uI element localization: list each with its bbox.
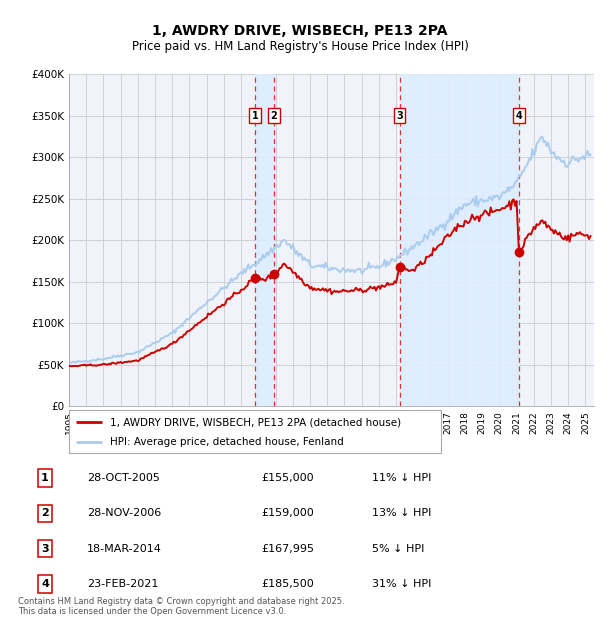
Bar (255, 74, 274, 406)
Text: 31% ↓ HPI: 31% ↓ HPI (372, 579, 431, 589)
Text: 28-OCT-2005: 28-OCT-2005 (87, 473, 160, 483)
Text: 2: 2 (41, 508, 49, 518)
Text: 4: 4 (41, 579, 49, 589)
Text: 13% ↓ HPI: 13% ↓ HPI (372, 508, 431, 518)
Text: 2: 2 (271, 111, 277, 121)
Text: 1: 1 (41, 473, 49, 483)
Text: £167,995: £167,995 (261, 544, 314, 554)
Text: 11% ↓ HPI: 11% ↓ HPI (372, 473, 431, 483)
Text: 4: 4 (515, 111, 523, 121)
Text: £185,500: £185,500 (261, 579, 314, 589)
Text: £159,000: £159,000 (261, 508, 314, 518)
Text: Price paid vs. HM Land Registry's House Price Index (HPI): Price paid vs. HM Land Registry's House … (131, 40, 469, 53)
Text: This data is licensed under the Open Government Licence v3.0.: This data is licensed under the Open Gov… (18, 607, 286, 616)
Bar (400, 74, 519, 406)
Text: HPI: Average price, detached house, Fenland: HPI: Average price, detached house, Fenl… (110, 436, 344, 446)
Text: 3: 3 (41, 544, 49, 554)
Text: 1, AWDRY DRIVE, WISBECH, PE13 2PA: 1, AWDRY DRIVE, WISBECH, PE13 2PA (152, 24, 448, 38)
Text: 23-FEB-2021: 23-FEB-2021 (87, 579, 158, 589)
Text: 3: 3 (396, 111, 403, 121)
Text: 5% ↓ HPI: 5% ↓ HPI (372, 544, 424, 554)
Text: £155,000: £155,000 (261, 473, 314, 483)
Text: 1: 1 (252, 111, 259, 121)
Text: 1, AWDRY DRIVE, WISBECH, PE13 2PA (detached house): 1, AWDRY DRIVE, WISBECH, PE13 2PA (detac… (110, 417, 401, 427)
Text: 28-NOV-2006: 28-NOV-2006 (87, 508, 161, 518)
Text: 18-MAR-2014: 18-MAR-2014 (87, 544, 162, 554)
Text: Contains HM Land Registry data © Crown copyright and database right 2025.: Contains HM Land Registry data © Crown c… (18, 597, 344, 606)
